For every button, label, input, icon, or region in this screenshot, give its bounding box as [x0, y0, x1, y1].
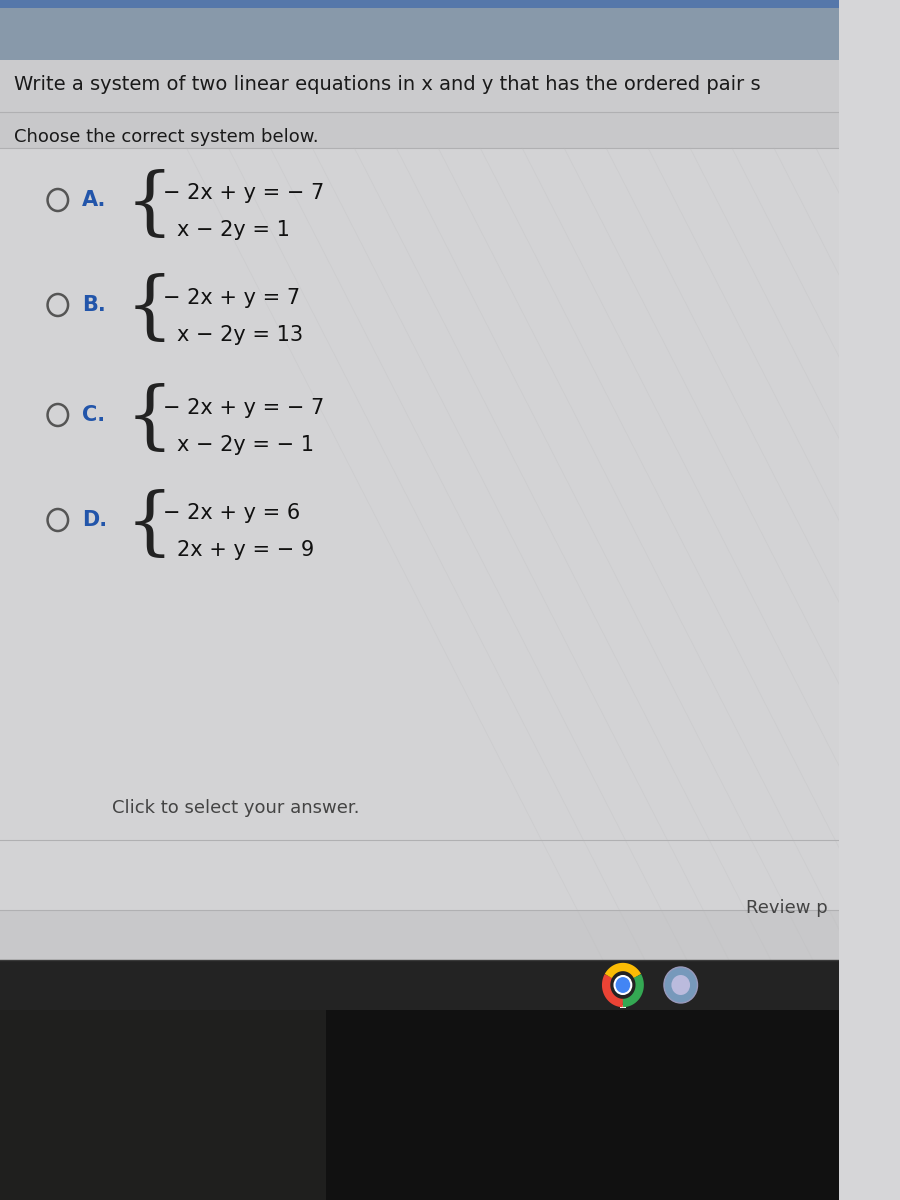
Text: x − 2y = − 1: x − 2y = − 1 — [177, 434, 314, 455]
FancyBboxPatch shape — [0, 0, 839, 60]
FancyBboxPatch shape — [0, 960, 839, 1200]
Circle shape — [671, 974, 690, 995]
Text: − 2x + y = − 7: − 2x + y = − 7 — [163, 398, 324, 418]
Text: A.: A. — [82, 190, 106, 210]
Text: Choose the correct system below.: Choose the correct system below. — [14, 128, 319, 146]
FancyBboxPatch shape — [0, 0, 839, 8]
Text: {: { — [126, 274, 174, 347]
FancyBboxPatch shape — [0, 960, 839, 1010]
Text: 2x + y = − 9: 2x + y = − 9 — [177, 540, 314, 560]
Text: − 2x + y = 7: − 2x + y = 7 — [163, 288, 301, 308]
FancyBboxPatch shape — [0, 112, 839, 148]
FancyBboxPatch shape — [0, 60, 839, 960]
FancyBboxPatch shape — [0, 910, 839, 960]
Text: {: { — [126, 384, 174, 456]
Text: D.: D. — [82, 510, 107, 530]
FancyBboxPatch shape — [0, 60, 839, 112]
FancyBboxPatch shape — [0, 1000, 327, 1200]
Text: Write a system of two linear equations in x and y that has the ordered pair s: Write a system of two linear equations i… — [14, 76, 760, 95]
Text: C.: C. — [82, 404, 105, 425]
Text: B.: B. — [82, 295, 106, 314]
Text: Review p: Review p — [746, 899, 828, 917]
Text: {: { — [126, 168, 174, 241]
Text: − 2x + y = 6: − 2x + y = 6 — [163, 503, 301, 523]
Text: Click to select your answer.: Click to select your answer. — [112, 799, 359, 817]
Circle shape — [615, 976, 631, 994]
Text: − 2x + y = − 7: − 2x + y = − 7 — [163, 182, 324, 203]
Text: x − 2y = 1: x − 2y = 1 — [177, 220, 290, 240]
Text: {: { — [126, 488, 174, 562]
FancyBboxPatch shape — [620, 1006, 625, 1008]
Circle shape — [664, 967, 698, 1003]
Text: x − 2y = 13: x − 2y = 13 — [177, 325, 303, 346]
